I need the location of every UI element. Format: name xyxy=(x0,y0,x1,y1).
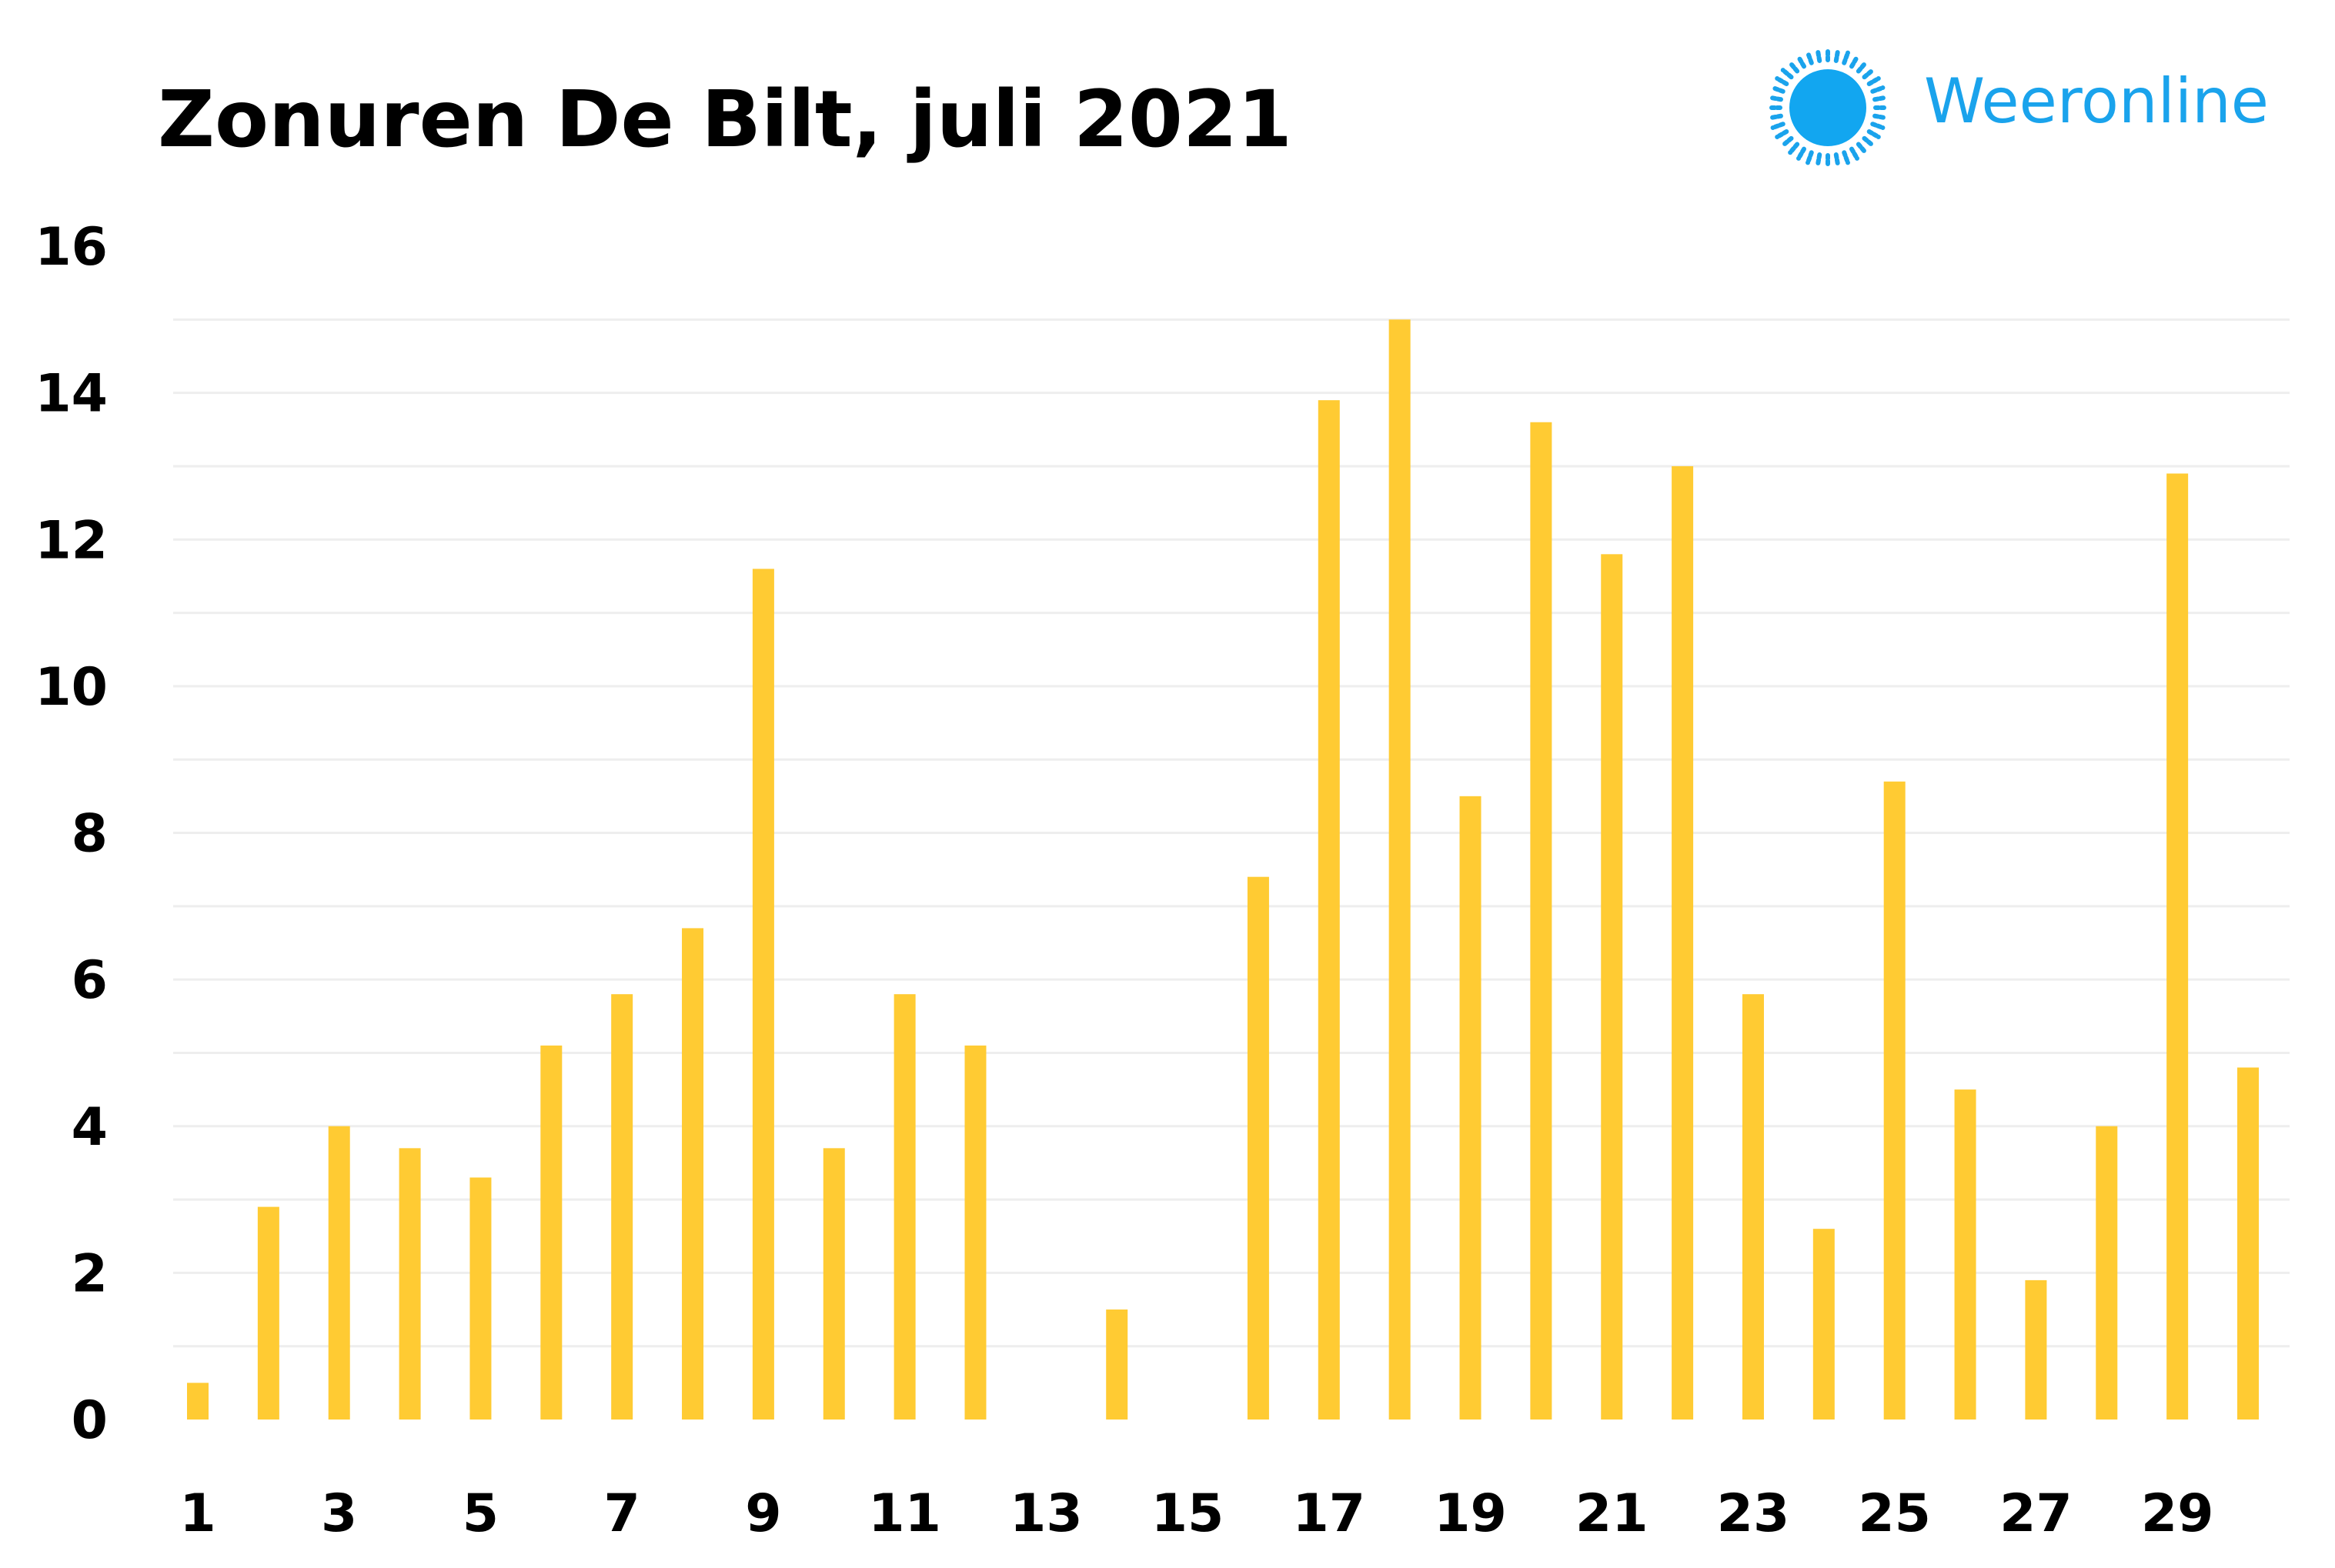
x-tick-label: 23 xyxy=(1717,1483,1790,1544)
bar-day-23 xyxy=(1742,994,1764,1420)
sun-ray xyxy=(1856,60,1868,74)
bar-day-6 xyxy=(540,1045,563,1420)
sun-ray xyxy=(1870,85,1886,94)
x-tick-label: 21 xyxy=(1575,1483,1649,1544)
x-tick-label: 3 xyxy=(321,1483,357,1544)
bar-day-16 xyxy=(1247,876,1269,1420)
y-axis-ticks: 0 2 4 6 8 10 12 14 16 xyxy=(35,217,108,1451)
sun-ray xyxy=(1862,68,1876,80)
y-tick-label: 16 xyxy=(35,217,108,278)
sun-ray xyxy=(1866,129,1881,139)
bar-day-28 xyxy=(2096,1126,2118,1420)
sun-ray xyxy=(1775,129,1789,139)
logo-text: Weeronline xyxy=(1924,65,2270,137)
sun-ray xyxy=(1768,95,1783,102)
sun-ray xyxy=(1833,152,1841,168)
bar-day-14 xyxy=(1106,1309,1128,1420)
y-tick-label: 14 xyxy=(35,364,108,425)
y-tick-label: 8 xyxy=(72,804,108,865)
sun-ray xyxy=(1866,76,1881,86)
bar-day-17 xyxy=(1318,400,1340,1420)
x-tick-label: 11 xyxy=(868,1483,941,1544)
chart-title: Zonuren De Bilt, juli 2021 xyxy=(158,74,1292,165)
bars xyxy=(187,319,2259,1420)
bar-day-4 xyxy=(399,1148,421,1420)
x-tick-label: 9 xyxy=(745,1483,781,1544)
weeronline-logo: Weeronline xyxy=(1766,42,2320,173)
x-tick-label: 29 xyxy=(2141,1483,2214,1544)
sun-ray xyxy=(1856,142,1868,155)
x-tick-label: 7 xyxy=(604,1483,640,1544)
bar-day-1 xyxy=(187,1383,209,1420)
sun-ray xyxy=(1780,68,1794,80)
bar-day-20 xyxy=(1530,422,1552,1420)
y-tick-label: 6 xyxy=(72,950,108,1011)
x-tick-label: 13 xyxy=(1010,1483,1083,1544)
bar-day-3 xyxy=(328,1126,350,1420)
sun-ray xyxy=(1815,48,1822,63)
sun-ray xyxy=(1849,55,1859,69)
sun-ray xyxy=(1770,85,1785,94)
sun-ray xyxy=(1788,142,1800,155)
sun-ray xyxy=(1806,50,1814,65)
x-tick-label: 5 xyxy=(463,1483,499,1544)
x-tick-label: 27 xyxy=(1999,1483,2073,1544)
x-axis-ticks: 1 3 5 7 9 11 13 15 17 19 21 23 25 27 29 xyxy=(179,1483,2213,1544)
sun-icon xyxy=(1767,47,1889,168)
y-tick-label: 2 xyxy=(72,1243,108,1304)
sun-ray xyxy=(1870,122,1886,130)
bar-day-22 xyxy=(1672,465,1694,1420)
bar-day-30 xyxy=(2237,1067,2259,1420)
bar-day-25 xyxy=(1883,781,1906,1420)
bar-day-7 xyxy=(611,994,633,1420)
sun-ray xyxy=(1806,150,1814,165)
sun-ray xyxy=(1780,135,1794,148)
sun-ray xyxy=(1833,48,1841,63)
sun-ray xyxy=(1842,150,1850,165)
bar-day-19 xyxy=(1459,796,1482,1420)
bar-day-27 xyxy=(2025,1279,2047,1420)
sun-ray xyxy=(1796,146,1806,161)
y-tick-label: 0 xyxy=(72,1390,108,1451)
sun-ray xyxy=(1862,135,1876,148)
sun-ray xyxy=(1872,95,1888,102)
y-tick-label: 4 xyxy=(72,1097,108,1158)
x-tick-label: 19 xyxy=(1434,1483,1507,1544)
sun-ray xyxy=(1788,60,1800,74)
x-tick-label: 25 xyxy=(1858,1483,1931,1544)
bar-day-26 xyxy=(1954,1089,1976,1420)
bar-day-29 xyxy=(2166,473,2189,1420)
y-tick-label: 12 xyxy=(35,510,108,571)
sun-ray xyxy=(1849,146,1859,161)
bar-day-8 xyxy=(682,928,704,1420)
y-tick-label: 10 xyxy=(35,657,108,718)
bar-day-2 xyxy=(257,1206,279,1420)
sun-ray xyxy=(1872,113,1888,121)
x-tick-label: 15 xyxy=(1151,1483,1224,1544)
bar-day-21 xyxy=(1601,554,1623,1420)
sun-ray xyxy=(1815,152,1822,168)
x-tick-label: 1 xyxy=(179,1483,215,1544)
sun-ray xyxy=(1796,55,1806,69)
sun-ray xyxy=(1768,113,1783,121)
bar-day-11 xyxy=(894,994,916,1420)
bar-day-24 xyxy=(1812,1229,1835,1420)
sun-ray xyxy=(1842,50,1850,65)
sun-ray xyxy=(1775,76,1789,86)
bar-day-5 xyxy=(469,1177,492,1420)
bar-day-18 xyxy=(1388,319,1411,1420)
gridlines xyxy=(173,318,2290,1348)
x-tick-label: 17 xyxy=(1292,1483,1365,1544)
bar-day-10 xyxy=(823,1148,845,1420)
bar-day-9 xyxy=(752,569,774,1420)
sun-ray xyxy=(1770,122,1785,130)
bar-day-12 xyxy=(964,1045,987,1420)
